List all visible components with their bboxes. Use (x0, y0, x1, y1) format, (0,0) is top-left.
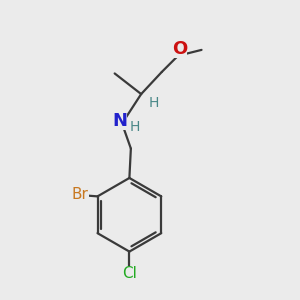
Text: Cl: Cl (122, 266, 137, 281)
Text: H: H (129, 120, 140, 134)
Text: O: O (172, 40, 187, 58)
Text: Br: Br (72, 187, 89, 202)
Text: H: H (148, 96, 159, 110)
Text: N: N (112, 112, 127, 130)
